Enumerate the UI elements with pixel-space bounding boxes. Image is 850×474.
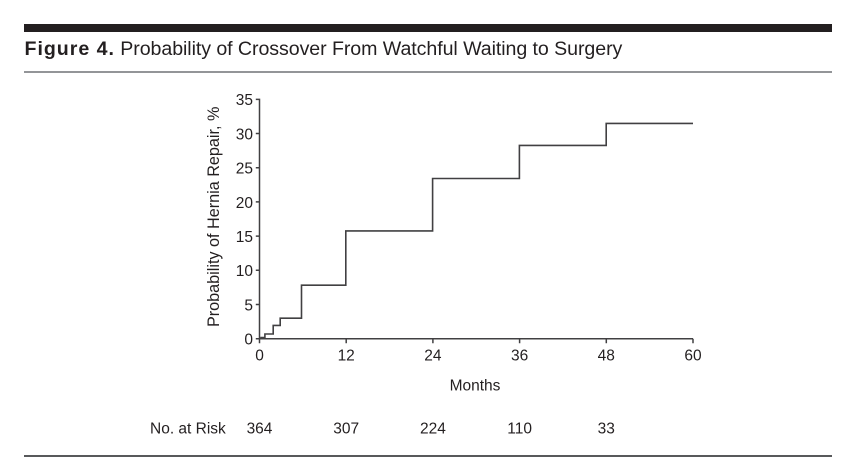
svg-text:224: 224 bbox=[420, 420, 446, 437]
svg-text:15: 15 bbox=[236, 229, 253, 246]
svg-text:24: 24 bbox=[424, 348, 442, 365]
svg-text:48: 48 bbox=[598, 348, 615, 365]
svg-text:Probability of Hernia Repair,: Probability of Hernia Repair, % bbox=[205, 107, 223, 327]
svg-text:0: 0 bbox=[244, 332, 253, 349]
svg-text:25: 25 bbox=[236, 161, 253, 178]
svg-text:Months: Months bbox=[450, 378, 501, 395]
svg-text:33: 33 bbox=[598, 420, 615, 437]
svg-text:12: 12 bbox=[338, 348, 355, 365]
svg-text:10: 10 bbox=[236, 263, 254, 280]
svg-text:60: 60 bbox=[684, 348, 702, 365]
svg-text:5: 5 bbox=[244, 297, 253, 314]
svg-text:0: 0 bbox=[255, 348, 264, 365]
svg-text:35: 35 bbox=[236, 92, 253, 109]
svg-text:307: 307 bbox=[333, 420, 359, 437]
svg-text:No. at Risk: No. at Risk bbox=[150, 420, 226, 437]
svg-text:30: 30 bbox=[236, 126, 254, 143]
svg-text:110: 110 bbox=[507, 420, 532, 437]
svg-text:36: 36 bbox=[511, 348, 528, 365]
svg-text:364: 364 bbox=[247, 420, 273, 437]
svg-text:20: 20 bbox=[236, 195, 254, 212]
